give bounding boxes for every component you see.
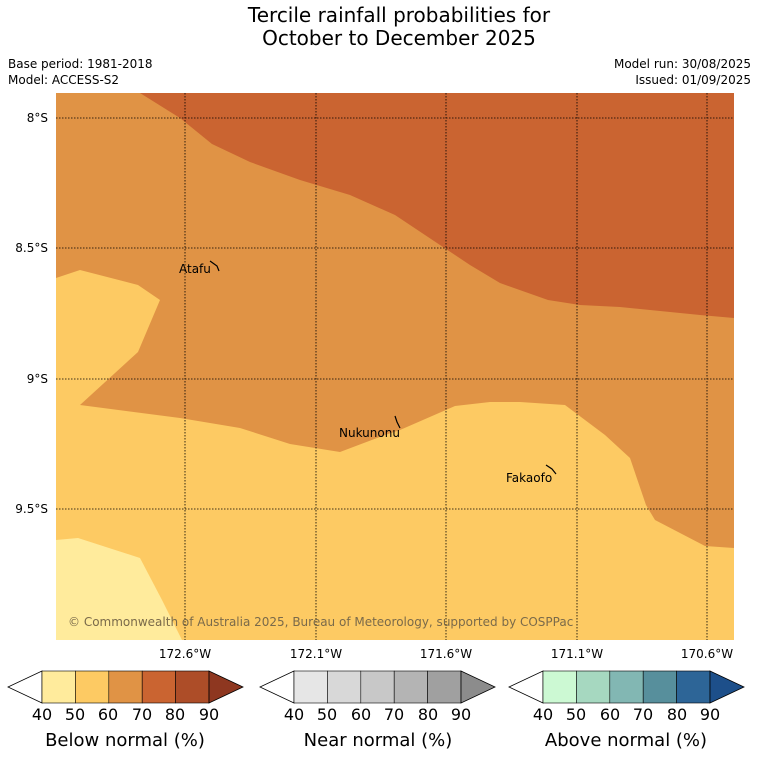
colorbar-near-min-arrow — [259, 670, 295, 704]
lat-label-9-5: 9.5°S — [15, 502, 48, 516]
issued-date: Issued: 01/09/2025 — [635, 73, 751, 87]
base-period: Base period: 1981-2018 — [8, 57, 153, 71]
meta-right: Model run: 30/08/2025 Issued: 01/09/2025 — [614, 56, 751, 88]
colorbar-near-segment — [293, 670, 328, 704]
cbar-above-tick: 80 — [666, 705, 688, 724]
colorbar-below-min-arrow — [7, 670, 43, 704]
colorbar-above-title: Above normal (%) — [544, 730, 708, 751]
colorbar-near-max-arrow — [460, 670, 496, 704]
title-line-1: Tercile rainfall probabilities for — [247, 3, 551, 27]
place-nukunonu: Nukunonu — [339, 426, 400, 440]
cbar-near-tick: 40 — [283, 705, 305, 724]
lat-label-8: 8°S — [26, 111, 48, 125]
colorbar-above-min-arrow — [508, 670, 544, 704]
atafu-coastline — [209, 260, 220, 272]
cbar-below-tick: 50 — [64, 705, 86, 724]
lat-label-9: 9°S — [26, 372, 48, 386]
colorbar-below-max-arrow — [208, 670, 244, 704]
grid-lines — [56, 93, 734, 640]
colorbar-below-segment — [175, 670, 210, 704]
cbar-near-tick: 70 — [383, 705, 405, 724]
cbar-near-tick: 50 — [316, 705, 338, 724]
colorbars — [7, 670, 745, 704]
cbar-below-tick: 60 — [97, 705, 119, 724]
cbar-above-tick: 90 — [699, 705, 721, 724]
colorbar-above-max-arrow — [709, 670, 745, 704]
colorbar-above-segment — [609, 670, 644, 704]
map-title: Tercile rainfall probabilities for Octob… — [0, 4, 758, 50]
colorbar-below-segment — [141, 670, 176, 704]
cbar-below-tick: 40 — [31, 705, 53, 724]
cbar-near-tick: 80 — [417, 705, 439, 724]
fakaofo-coastline — [545, 464, 557, 475]
lon-label-171-1: 171.1°W — [550, 647, 604, 661]
lon-label-170-6: 170.6°W — [680, 647, 734, 661]
colorbar-above-segment — [676, 670, 711, 704]
colorbar-near-segment — [393, 670, 428, 704]
cbar-below-tick: 80 — [164, 705, 186, 724]
zone-below-40-50 — [56, 538, 182, 640]
colorbar-below-segment — [75, 670, 110, 704]
lat-label-8-5: 8.5°S — [15, 241, 48, 255]
colorbar-near-title: Near normal (%) — [303, 730, 453, 751]
cbar-above-tick: 70 — [632, 705, 654, 724]
cbar-below-tick: 70 — [131, 705, 153, 724]
lon-label-172-1: 172.1°W — [289, 647, 343, 661]
colorbar-below-segment — [41, 670, 76, 704]
place-fakaofo: Fakaofo — [506, 471, 552, 485]
nukunonu-coastline — [394, 415, 401, 429]
cbar-above-tick: 60 — [599, 705, 621, 724]
place-atafu: Atafu — [179, 262, 211, 276]
lon-label-172-6: 172.6°W — [158, 647, 212, 661]
colorbar-below-segment — [108, 670, 143, 704]
lon-label-171-6: 171.6°W — [419, 647, 473, 661]
cbar-above-tick: 40 — [532, 705, 554, 724]
zone-below-70-80 — [140, 93, 734, 318]
title-line-2: October to December 2025 — [262, 26, 536, 50]
cbar-near-tick: 60 — [350, 705, 372, 724]
cbar-above-tick: 50 — [565, 705, 587, 724]
model-name: Model: ACCESS-S2 — [8, 73, 120, 87]
colorbar-above-segment — [642, 670, 677, 704]
colorbar-near-segment — [427, 670, 462, 704]
model-run: Model run: 30/08/2025 — [613, 57, 751, 71]
coastlines — [209, 260, 557, 475]
colorbar-above-segment — [576, 670, 611, 704]
copyright-notice: © Commonwealth of Australia 2025, Bureau… — [68, 615, 573, 629]
meta-left: Base period: 1981-2018 Model: ACCESS-S2 — [8, 56, 153, 88]
colorbar-above-segment — [542, 670, 577, 704]
cbar-near-tick: 90 — [450, 705, 472, 724]
colorbar-near-segment — [327, 670, 362, 704]
colorbar-below-title: Below normal (%) — [45, 730, 205, 751]
colorbar-near-segment — [360, 670, 395, 704]
cbar-below-tick: 90 — [198, 705, 220, 724]
